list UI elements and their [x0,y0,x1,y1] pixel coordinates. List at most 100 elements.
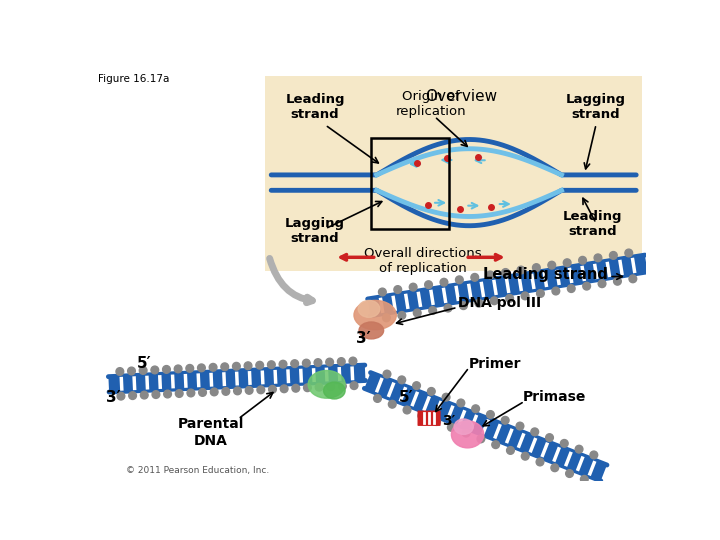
Circle shape [457,399,464,407]
Circle shape [598,280,606,288]
Circle shape [382,314,390,322]
Polygon shape [109,365,366,392]
Circle shape [521,292,529,300]
Circle shape [374,395,382,402]
Circle shape [269,386,276,393]
Circle shape [575,446,583,453]
Circle shape [151,366,158,374]
Circle shape [403,406,411,414]
Circle shape [221,363,228,370]
Circle shape [244,362,252,369]
Circle shape [428,388,435,395]
Circle shape [486,271,494,279]
Circle shape [594,254,602,262]
Circle shape [552,287,559,295]
Circle shape [327,383,335,390]
Text: 5′: 5′ [399,390,413,405]
Text: 5′: 5′ [137,356,151,371]
Circle shape [116,368,124,375]
Circle shape [350,382,358,389]
FancyBboxPatch shape [265,76,642,271]
Text: DNA pol III: DNA pol III [457,296,541,310]
Circle shape [613,278,621,285]
Circle shape [546,434,554,442]
Text: Lagging
strand: Lagging strand [566,93,626,122]
Circle shape [152,391,160,399]
Circle shape [536,458,544,466]
Circle shape [280,385,288,393]
Circle shape [492,441,500,449]
Circle shape [433,418,441,426]
Text: © 2011 Pearson Education, Inc.: © 2011 Pearson Education, Inc. [127,466,270,475]
Circle shape [563,259,571,267]
Circle shape [210,363,217,371]
Circle shape [462,429,470,437]
Circle shape [129,392,137,400]
Circle shape [388,400,396,408]
Circle shape [560,440,568,447]
Circle shape [501,416,509,424]
Circle shape [472,405,480,413]
Circle shape [234,387,241,395]
Text: Overall directions
of replication: Overall directions of replication [364,247,482,274]
Circle shape [610,252,617,259]
Circle shape [186,364,194,372]
Circle shape [257,386,265,394]
Circle shape [187,389,194,397]
Circle shape [117,392,125,400]
Circle shape [139,367,147,374]
Ellipse shape [323,382,345,399]
Circle shape [325,358,333,366]
Circle shape [349,357,357,365]
Circle shape [579,256,586,264]
Circle shape [442,393,450,401]
Circle shape [246,387,253,394]
Circle shape [379,288,386,296]
Circle shape [199,389,207,396]
Text: Lagging
strand: Lagging strand [285,217,345,245]
Circle shape [440,279,448,286]
Circle shape [580,475,588,483]
Circle shape [256,361,264,369]
FancyBboxPatch shape [418,410,441,426]
Circle shape [279,360,287,368]
Circle shape [448,423,455,431]
Circle shape [590,451,598,459]
Text: 3′: 3′ [443,414,456,428]
Circle shape [429,307,436,314]
Circle shape [459,302,467,309]
Circle shape [521,453,529,460]
Circle shape [291,360,299,368]
Circle shape [174,365,182,373]
Circle shape [163,390,171,398]
Circle shape [502,268,510,276]
Ellipse shape [354,300,396,330]
Circle shape [533,264,540,272]
Circle shape [477,435,485,443]
Text: Figure 16.17a: Figure 16.17a [98,74,169,84]
Circle shape [413,309,421,317]
Circle shape [487,410,494,418]
Ellipse shape [359,300,379,318]
Circle shape [409,284,417,291]
Circle shape [268,361,275,368]
Circle shape [516,422,524,430]
Circle shape [418,412,426,420]
Circle shape [197,364,205,372]
Ellipse shape [359,322,384,339]
Circle shape [292,384,300,392]
Circle shape [536,289,544,298]
Circle shape [304,384,311,392]
Circle shape [314,359,322,367]
Circle shape [210,388,218,396]
Bar [371,138,449,229]
Circle shape [302,359,310,367]
Circle shape [548,261,556,269]
Ellipse shape [308,370,345,398]
Circle shape [517,266,525,274]
Text: Leading strand: Leading strand [483,267,608,282]
Circle shape [163,366,171,373]
Circle shape [425,281,433,288]
Circle shape [222,388,230,395]
Circle shape [233,362,240,370]
